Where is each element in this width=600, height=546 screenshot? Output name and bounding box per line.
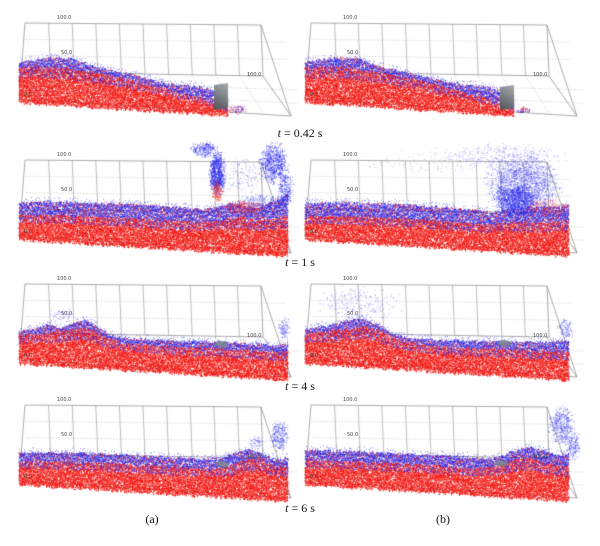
axis-tick-right: 100.0 <box>533 72 548 78</box>
axis-tick-mid: 50.0 <box>347 432 359 438</box>
panel-t6-b: 100.0 50.0 100.0 0.0 <box>297 382 585 506</box>
axis-tick-top: 100.0 <box>343 397 358 403</box>
axis-tick-corner: 0.0 <box>310 474 318 480</box>
axis-tick-corner: 0.0 <box>310 229 318 235</box>
panel-t042-b: 100.0 50.0 100.0 0.0 <box>297 0 585 124</box>
axis-tick-mid: 50.0 <box>61 187 73 193</box>
axis-tick-mid: 50.0 <box>347 311 359 317</box>
time-caption-1s: t = 1 s <box>285 255 315 269</box>
simulation-canvas-t042-a <box>11 0 299 124</box>
axis-tick-top: 100.0 <box>343 276 358 282</box>
simulation-canvas-t4-a <box>11 261 299 385</box>
axis-tick-top: 100.0 <box>343 152 358 158</box>
axis-tick-top: 100.0 <box>57 276 72 282</box>
axis-tick-corner: 0.0 <box>310 353 318 359</box>
time-caption-042s: t = 0.42 s <box>277 126 323 140</box>
axis-tick-right: 100.0 <box>247 72 262 78</box>
simulation-canvas-t1-b <box>297 137 585 261</box>
axis-tick-top: 100.0 <box>57 152 72 158</box>
panel-t4-b: 100.0 50.0 100.0 0.0 <box>297 261 585 385</box>
simulation-canvas-t6-a <box>11 382 299 506</box>
simulation-canvas-t4-b <box>297 261 585 385</box>
column-label-b: (b) <box>436 512 450 526</box>
simulation-canvas-t1-a <box>11 137 299 261</box>
panel-t6-a: 100.0 50.0 100.0 0.0 <box>11 382 299 506</box>
column-label-a: (a) <box>145 512 159 526</box>
axis-tick-corner: 0.0 <box>24 474 32 480</box>
axis-tick-right: 100.0 <box>533 333 548 339</box>
axis-tick-corner: 0.0 <box>310 92 318 98</box>
row-t042: 100.0 50.0 100.0 0.0 100.0 50.0 100.0 0.… <box>0 0 600 124</box>
axis-tick-right: 100.0 <box>533 454 548 460</box>
axis-tick-mid: 50.0 <box>61 50 73 56</box>
axis-tick-top: 100.0 <box>343 15 358 21</box>
panel-t1-b: 100.0 50.0 0.0 <box>297 137 585 261</box>
time-caption-6s: t = 6 s <box>285 501 315 515</box>
simulation-canvas-t042-b <box>297 0 585 124</box>
axis-tick-right: 100.0 <box>247 333 262 339</box>
panel-t1-a: 100.0 50.0 0.0 <box>11 137 299 261</box>
panel-t042-a: 100.0 50.0 100.0 0.0 <box>11 0 299 124</box>
row-t6: 100.0 50.0 100.0 0.0 100.0 50.0 100.0 0.… <box>0 382 600 506</box>
row-t4: 100.0 50.0 100.0 0.0 100.0 50.0 100.0 0.… <box>0 261 600 385</box>
axis-tick-top: 100.0 <box>57 397 72 403</box>
axis-tick-mid: 50.0 <box>347 50 359 56</box>
axis-tick-corner: 0.0 <box>24 229 32 235</box>
simulation-canvas-t6-b <box>297 382 585 506</box>
row-t1: 100.0 50.0 0.0 100.0 50.0 0.0 <box>0 137 600 261</box>
axis-tick-top: 100.0 <box>57 15 72 21</box>
time-caption-4s: t = 4 s <box>285 379 315 393</box>
axis-tick-right: 100.0 <box>247 454 262 460</box>
axis-tick-mid: 50.0 <box>61 311 73 317</box>
axis-tick-mid: 50.0 <box>347 187 359 193</box>
panel-t4-a: 100.0 50.0 100.0 0.0 <box>11 261 299 385</box>
axis-tick-corner: 0.0 <box>24 92 32 98</box>
axis-tick-mid: 50.0 <box>61 432 73 438</box>
axis-tick-corner: 0.0 <box>24 353 32 359</box>
